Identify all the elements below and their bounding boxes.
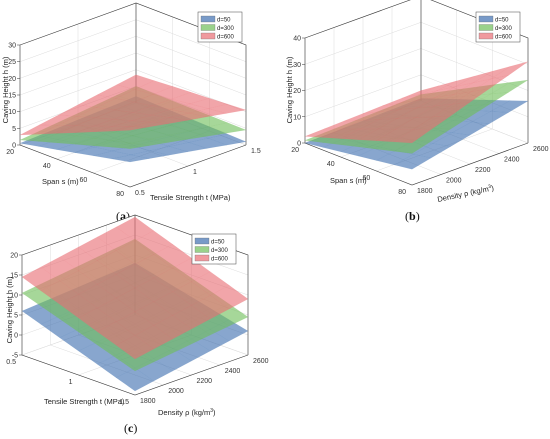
- y-tick-label: 1: [193, 169, 197, 176]
- y-tick-label: 2000: [446, 178, 462, 185]
- y-axis-label: Tensile Strength t (MPa): [150, 193, 231, 202]
- z-tick-label: 40: [293, 36, 301, 43]
- surface-cell: [490, 79, 529, 95]
- axis-frame-back: [304, 0, 529, 143]
- z-axis-label: Caving Height h (m): [5, 276, 14, 343]
- legend-swatch: [200, 32, 216, 40]
- surface-cell: [490, 61, 529, 80]
- z-tick-label: 5: [12, 126, 16, 133]
- chart-panel-a: 0 5 10 15 20 25 30 20 40 60 80 0.5 1 1.5 Caving Height…: [1, 2, 261, 223]
- y-tick-label: 2200: [197, 378, 213, 385]
- z-tick-label: 10: [8, 109, 16, 116]
- z-tick-label: 25: [8, 59, 16, 66]
- panel-caption: (a): [116, 209, 130, 223]
- y-tick-label: 1.5: [251, 148, 261, 155]
- y-tick-label: 2600: [533, 146, 549, 153]
- x-tick-label: 20: [291, 147, 299, 154]
- legend-label: d=50: [495, 18, 509, 24]
- z-tick-label: 30: [293, 62, 301, 69]
- x-tick-label: 0.5: [6, 359, 16, 366]
- x-tick-label: 80: [116, 191, 124, 198]
- x-tick-label: 1.5: [119, 399, 129, 406]
- legend-label: d=300: [211, 248, 229, 254]
- legend-label: d=50: [217, 18, 231, 24]
- z-tick-label: -5: [12, 353, 18, 360]
- legend: d=50 d=300 d=600: [197, 11, 243, 43]
- x-axis-label: Tensile Strength t (MPa): [44, 397, 125, 406]
- y-tick-label: 1800: [417, 188, 433, 195]
- chart-panel-c: -5 0 5 10 15 20 0.5 1 1.5 1800 2000 2200 2400 2600 Cav…: [5, 214, 269, 435]
- surface-d-600: [304, 61, 529, 144]
- x-tick-label: 40: [43, 163, 51, 170]
- z-tick-label: 15: [8, 93, 16, 100]
- surface-cell: [490, 100, 529, 113]
- legend-swatch: [200, 24, 216, 31]
- x-tick-label: 80: [398, 189, 406, 196]
- legend-swatch: [200, 15, 216, 23]
- z-tick-label: 0: [14, 333, 18, 340]
- x-tick-label: 60: [363, 175, 371, 182]
- surface-cell: [207, 133, 247, 146]
- y-tick-label: 2400: [225, 368, 241, 375]
- panel-caption: (b): [405, 209, 420, 223]
- legend-swatch: [478, 15, 494, 23]
- legend-label: d=600: [495, 35, 513, 41]
- surface-d-600: [19, 74, 247, 136]
- z-tick-label: 0: [12, 143, 16, 150]
- axis-frame: [21, 255, 249, 396]
- y-tick-label: 2200: [475, 167, 491, 174]
- legend-swatch: [478, 24, 494, 31]
- surface-cell: [208, 103, 247, 114]
- legend-label: d=300: [495, 26, 513, 32]
- z-tick-label: 30: [8, 43, 16, 50]
- y-axis-label: Density ρ (kg/m3): [437, 183, 496, 204]
- z-tick-label: 5: [14, 313, 18, 320]
- legend: d=50 d=300 d=600: [475, 11, 521, 43]
- y-axis-label: Density ρ (kg/m3): [158, 408, 216, 417]
- legend-swatch: [478, 32, 494, 40]
- z-tick-label: 20: [10, 253, 18, 260]
- legend-swatch: [194, 237, 210, 245]
- legend-label: d=300: [217, 26, 235, 32]
- z-axis-label: Caving Height h (m): [285, 56, 294, 123]
- legend-swatch: [194, 246, 210, 253]
- z-tick-label: 20: [293, 88, 301, 95]
- y-tick-label: 0.5: [135, 190, 145, 197]
- surface-cell: [207, 122, 247, 134]
- surface-cell: [210, 285, 249, 310]
- y-tick-label: 2000: [168, 388, 184, 395]
- x-tick-label: 1: [69, 379, 73, 386]
- y-tick-label: 1800: [140, 398, 156, 405]
- y-tick-label: 2600: [253, 358, 269, 365]
- z-tick-label: 10: [10, 293, 18, 300]
- x-tick-label: 20: [6, 149, 14, 156]
- z-axis-label: Caving Height h (m): [1, 56, 10, 123]
- legend-label: d=600: [217, 35, 235, 41]
- y-tick-label: 2400: [504, 157, 520, 164]
- x-tick-label: 60: [80, 177, 88, 184]
- x-axis-label: Span s (m): [330, 176, 367, 185]
- surface-d-600: [21, 216, 249, 360]
- z-tick-label: 10: [293, 114, 301, 121]
- legend: d=50 d=300 d=600: [191, 233, 237, 265]
- chart-panel-b: 0 10 20 30 40 20 40 60 80 1800 2000 2200 2400 2600 Cav…: [285, 0, 549, 223]
- legend-label: d=50: [211, 240, 225, 246]
- legend-swatch: [194, 254, 210, 262]
- z-tick-label: 0: [297, 141, 301, 148]
- axis-frame-back: [19, 2, 247, 145]
- axis-frame-back: [21, 214, 249, 355]
- x-axis-label: Span s (m): [42, 177, 79, 186]
- legend-label: d=600: [211, 257, 229, 263]
- z-tick-label: 15: [10, 273, 18, 280]
- z-tick-label: 20: [8, 76, 16, 83]
- x-tick-label: 40: [327, 161, 335, 168]
- panel-caption: (c): [124, 421, 137, 435]
